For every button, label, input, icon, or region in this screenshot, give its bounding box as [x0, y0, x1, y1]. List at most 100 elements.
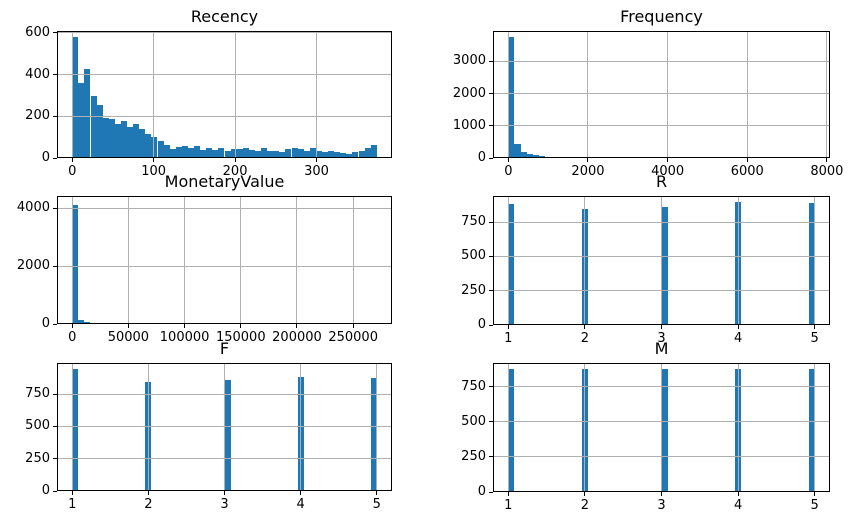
x-tick-label: 2: [580, 331, 590, 346]
histogram-bar: [102, 117, 109, 158]
y-tick-label: 500: [461, 248, 486, 264]
gridline-horizontal: [493, 421, 830, 423]
gridline-vertical: [737, 196, 739, 325]
x-tick-label: 50000: [107, 330, 150, 345]
histogram-bar: [218, 148, 225, 158]
x-tick-label: 5: [810, 331, 819, 346]
histogram-bar: [84, 68, 91, 158]
x-tick-label: 1: [504, 331, 513, 346]
y-tick-label: 400: [25, 66, 50, 82]
y-tick-mark: [489, 125, 493, 127]
y-tick-label: 0: [41, 150, 50, 165]
gridline-horizontal: [493, 93, 830, 95]
x-tick-label: 1: [68, 497, 77, 512]
histogram-bar: [273, 150, 280, 158]
x-tick-mark: [234, 158, 236, 162]
histogram-bar: [279, 151, 286, 158]
histogram-bar: [285, 149, 292, 158]
x-tick-label: 4: [733, 498, 743, 513]
y-tick-mark: [53, 458, 57, 460]
histogram-bar: [230, 149, 237, 158]
histogram-bar: [90, 96, 97, 158]
histogram-bar: [309, 148, 316, 158]
x-tick-label: 3: [657, 498, 666, 513]
x-tick-label: 2: [580, 498, 590, 513]
histogram-bar: [120, 121, 128, 158]
histogram-bar: [328, 151, 335, 158]
y-tick-label: 250: [461, 448, 486, 464]
chart-title: Frequency: [620, 7, 703, 26]
y-tick-label: 500: [461, 413, 486, 429]
y-tick-mark: [53, 393, 57, 395]
histogram-bar: [297, 149, 304, 158]
histogram-bar: [236, 148, 243, 158]
y-tick-label: 0: [477, 150, 486, 165]
y-tick-mark: [53, 265, 57, 267]
histogram-bar: [139, 129, 146, 158]
x-tick-label: 5: [810, 498, 819, 513]
x-tick-label: 200000: [272, 330, 322, 345]
histogram-bar: [90, 323, 97, 324]
gridline-horizontal: [57, 425, 392, 427]
x-tick-mark: [737, 492, 739, 496]
gridline-vertical: [153, 31, 155, 158]
gridline-vertical: [147, 363, 149, 491]
gridline-vertical: [587, 31, 589, 158]
y-tick-mark: [53, 490, 57, 492]
gridline-vertical: [826, 31, 828, 158]
x-tick-mark: [71, 491, 73, 495]
chart-title: F: [219, 339, 230, 358]
histogram-bar: [557, 156, 564, 158]
histogram-bar: [114, 124, 121, 158]
y-tick-mark: [489, 255, 493, 257]
y-tick-mark: [53, 157, 57, 159]
gridline-vertical: [814, 363, 816, 492]
gridline-vertical: [507, 196, 509, 325]
histogram-bar: [133, 123, 140, 158]
x-tick-mark: [352, 324, 354, 328]
y-tick-label: 0: [41, 483, 50, 498]
gridline-horizontal: [493, 60, 830, 62]
plot-background: [57, 196, 392, 324]
x-tick-label: 2: [144, 497, 153, 512]
histogram-bar: [72, 369, 79, 491]
x-tick-label: 200: [222, 164, 248, 179]
x-tick-mark: [376, 491, 378, 495]
histogram-bar: [346, 154, 353, 158]
gridline-horizontal: [493, 290, 830, 292]
gridline-horizontal: [493, 255, 830, 257]
histogram-bar: [352, 152, 359, 158]
x-tick-mark: [184, 324, 186, 328]
x-tick-mark: [661, 325, 662, 329]
x-tick-mark: [507, 492, 509, 496]
histogram-bar: [532, 155, 539, 158]
x-tick-label: 250000: [328, 330, 378, 345]
histogram-bar: [181, 145, 188, 158]
gridline-vertical: [814, 196, 816, 325]
histogram-bar: [96, 105, 103, 158]
x-tick-mark: [147, 491, 149, 495]
gridline-vertical: [661, 196, 662, 325]
histogram-bar: [163, 145, 170, 158]
y-tick-label: 2000: [452, 85, 486, 101]
gridline-vertical: [376, 363, 378, 491]
histogram-bar: [72, 205, 79, 324]
histogram-bar: [212, 149, 219, 158]
gridline-horizontal: [57, 32, 392, 34]
y-tick-label: 1000: [452, 117, 486, 133]
x-tick-mark: [507, 325, 509, 329]
subplot-recency: 0 100 200 300 0 200 400 600 Recency: [25, 7, 392, 179]
y-tick-label: 250: [461, 282, 486, 298]
histogram-bar: [127, 126, 134, 158]
x-tick-label: 5: [372, 497, 381, 512]
histogram-bar: [267, 151, 274, 158]
histogram-bar: [200, 150, 207, 158]
gridline-horizontal: [493, 125, 830, 127]
gridline-vertical: [661, 363, 662, 492]
histogram-bar: [526, 154, 533, 158]
histogram-bar: [78, 82, 85, 158]
chart-title: Recency: [190, 7, 259, 26]
gridline-vertical: [746, 31, 748, 158]
x-tick-mark: [814, 325, 816, 329]
y-tick-mark: [53, 323, 57, 325]
